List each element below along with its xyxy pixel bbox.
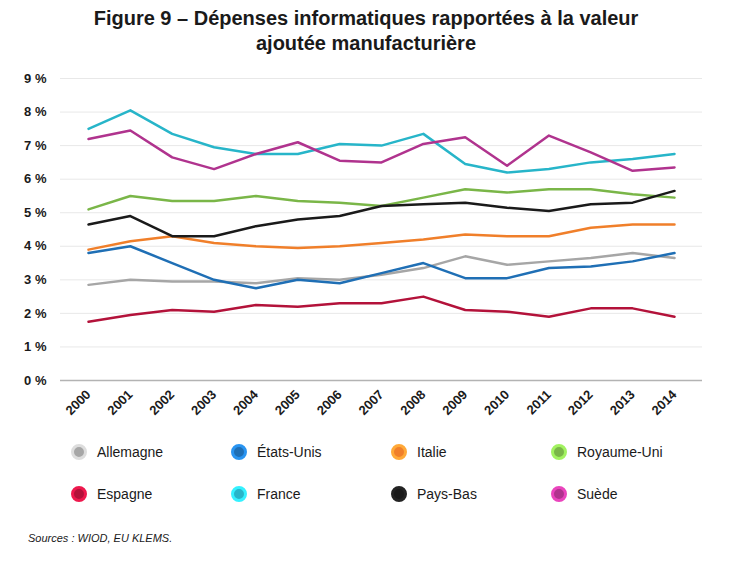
- html-text:Suède: Suède: [577, 486, 618, 502]
- html-text:Sources : WIOD, EU KLEMS.: Sources : WIOD, EU KLEMS.: [28, 532, 173, 544]
- svg-text:9 %: 9 %: [24, 71, 47, 86]
- svg-text:0 %: 0 %: [24, 373, 47, 388]
- svg-text:2008: 2008: [397, 387, 428, 418]
- html-text:Pays-Bas: Pays-Bas: [417, 486, 477, 502]
- svg-text:2002: 2002: [146, 387, 177, 418]
- svg-text:2014: 2014: [649, 386, 681, 418]
- svg-text:6 %: 6 %: [24, 171, 47, 186]
- svg-text:3 %: 3 %: [24, 272, 47, 287]
- svg-text:2012: 2012: [565, 387, 596, 418]
- svg-text:2013: 2013: [607, 387, 638, 418]
- html-text:Espagne: Espagne: [97, 486, 153, 502]
- svg-text:5 %: 5 %: [24, 205, 47, 220]
- html-text:Royaume-Uni: Royaume-Uni: [577, 444, 663, 460]
- html-text:France: France: [257, 486, 301, 502]
- svg-text:2 %: 2 %: [24, 306, 47, 321]
- svg-text:2003: 2003: [188, 387, 219, 418]
- svg-text:2011: 2011: [523, 387, 554, 418]
- html-text:Figure 9 – Dépenses informatiq: Figure 9 – Dépenses informatiques rappor…: [93, 7, 639, 54]
- svg-text:8 %: 8 %: [24, 104, 47, 119]
- html-text:Italie: Italie: [417, 444, 447, 460]
- html-text:États-Unis: États-Unis: [257, 444, 322, 460]
- html-text:Allemagne: Allemagne: [97, 444, 164, 460]
- svg-text:2010: 2010: [481, 387, 512, 418]
- svg-text:2004: 2004: [230, 386, 262, 418]
- svg-text:2009: 2009: [439, 387, 470, 418]
- svg-text:2001: 2001: [104, 387, 135, 418]
- svg-text:2000: 2000: [63, 387, 94, 418]
- svg-text:1 %: 1 %: [24, 339, 47, 354]
- svg-text:2006: 2006: [314, 387, 345, 418]
- svg-text:2007: 2007: [356, 387, 387, 418]
- svg-text:7 %: 7 %: [24, 138, 47, 153]
- svg-text:4 %: 4 %: [24, 238, 47, 253]
- svg-text:2005: 2005: [272, 387, 303, 418]
